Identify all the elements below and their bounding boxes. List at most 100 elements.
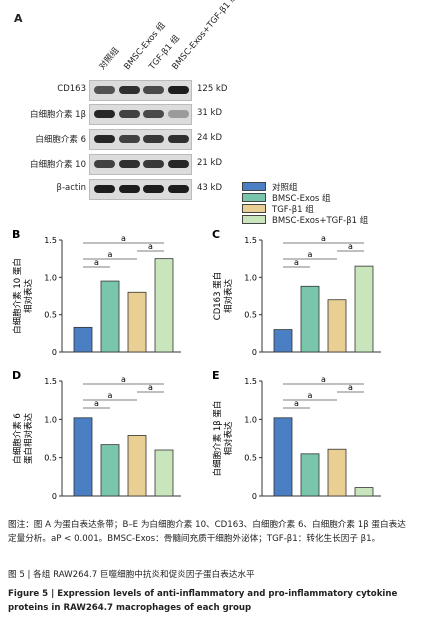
blot-band bbox=[143, 185, 164, 193]
y-tick-label: 0 bbox=[252, 348, 257, 357]
bar bbox=[127, 435, 147, 497]
blot-band bbox=[118, 160, 140, 168]
significance-mark: a bbox=[321, 234, 326, 243]
bar bbox=[100, 444, 120, 497]
blot-band bbox=[94, 135, 115, 143]
legend-swatch bbox=[242, 182, 266, 191]
y-axis-label: 白细胞介素 6 bbox=[12, 413, 23, 464]
y-tick-label: 1.5 bbox=[44, 377, 57, 386]
molecular-weight: 43 kD bbox=[197, 183, 222, 193]
blot-band bbox=[94, 160, 115, 168]
bar bbox=[354, 265, 374, 353]
blot-row bbox=[89, 104, 192, 125]
blot-row bbox=[89, 80, 192, 101]
y-axis-label: 相对表达 bbox=[223, 279, 234, 314]
blot-band bbox=[118, 135, 140, 143]
y-axis-label: 白细胞介素 1β 蛋白 bbox=[212, 401, 223, 477]
bar bbox=[273, 417, 293, 497]
figure-title-cn: 图 5 | 各组 RAW264.7 巨噬细胞中抗炎和促炎因子蛋白表达水平 bbox=[8, 570, 255, 580]
bar bbox=[154, 449, 174, 497]
significance-mark: a bbox=[94, 258, 99, 267]
significance-mark: a bbox=[308, 391, 313, 400]
y-tick-label: 0.5 bbox=[44, 311, 57, 320]
blot-row-label: 白细胞介素 6 bbox=[35, 135, 86, 145]
blot-band bbox=[143, 86, 164, 94]
legend-item: BMSC-Exos 组 bbox=[242, 192, 368, 204]
legend-label: BMSC-Exos+TGF-β1 组 bbox=[272, 215, 369, 226]
bar bbox=[127, 291, 147, 353]
y-axis-label: 相对表达 bbox=[223, 421, 234, 456]
significance-mark: a bbox=[348, 383, 353, 392]
legend-item: TGF-β1 组 bbox=[242, 203, 368, 215]
significance-mark: a bbox=[348, 242, 353, 251]
blot-band bbox=[94, 86, 115, 94]
y-tick-label: 1.0 bbox=[44, 273, 57, 282]
legend: 对照组 BMSC-Exos 组 TGF-β1 组 BMSC-Exos+TGF-β1 组 bbox=[242, 181, 369, 226]
blot-band bbox=[167, 86, 189, 94]
bar bbox=[300, 285, 320, 353]
blot-row-label: CD163 bbox=[57, 84, 86, 94]
figure-caption: 图注：图 A 为蛋白表达条带；B–E 为白细胞介素 10、CD163、白细胞介素… bbox=[8, 520, 406, 544]
panel-a-label: A bbox=[14, 12, 23, 25]
y-axis-label: CD163 蛋白 bbox=[212, 272, 223, 320]
bar bbox=[300, 453, 320, 497]
blot-band bbox=[118, 86, 140, 94]
legend-swatch bbox=[242, 215, 266, 224]
bar bbox=[73, 417, 93, 497]
blot-band bbox=[167, 110, 189, 118]
panel-label: B bbox=[12, 228, 20, 241]
bar bbox=[73, 326, 93, 353]
figure-title-en: Figure 5 | Expression levels of anti-inf… bbox=[8, 589, 398, 613]
blot-row-label: 白细胞介素 10 bbox=[29, 160, 86, 170]
blot-row bbox=[89, 129, 192, 150]
significance-mark: a bbox=[294, 399, 299, 408]
legend-swatch bbox=[242, 193, 266, 202]
blot-band bbox=[143, 160, 164, 168]
panel-label: E bbox=[212, 369, 220, 382]
significance-mark: a bbox=[94, 399, 99, 408]
blot-band bbox=[143, 135, 164, 143]
y-axis-label: 白细胞介素 10 蛋白 bbox=[12, 258, 23, 334]
molecular-weight: 125 kD bbox=[197, 84, 228, 94]
significance-mark: a bbox=[321, 375, 326, 384]
blot-row-label: 白细胞介素 1β bbox=[29, 110, 86, 120]
y-tick-label: 0 bbox=[52, 348, 57, 357]
legend-swatch bbox=[242, 204, 266, 213]
y-axis-label: 蛋白相对表达 bbox=[23, 413, 34, 465]
legend-label: BMSC-Exos 组 bbox=[272, 193, 331, 204]
significance-mark: a bbox=[108, 250, 113, 259]
molecular-weight: 21 kD bbox=[197, 158, 222, 168]
significance-mark: a bbox=[308, 250, 313, 259]
y-tick-label: 0 bbox=[252, 492, 257, 501]
blot-row-label: β-actin bbox=[56, 183, 86, 193]
significance-mark: a bbox=[148, 242, 153, 251]
blot-band bbox=[167, 185, 189, 193]
blot-band bbox=[94, 185, 115, 193]
bar bbox=[273, 329, 293, 353]
y-tick-label: 0.5 bbox=[244, 454, 257, 463]
panel-label: C bbox=[212, 228, 220, 241]
blot-band bbox=[143, 110, 164, 118]
significance-mark: a bbox=[108, 391, 113, 400]
bar bbox=[327, 448, 347, 497]
y-tick-label: 1.0 bbox=[44, 415, 57, 424]
bar bbox=[100, 280, 120, 353]
blot-band bbox=[118, 185, 140, 193]
significance-mark: a bbox=[121, 234, 126, 243]
legend-item: BMSC-Exos+TGF-β1 组 bbox=[242, 214, 369, 226]
blot-row bbox=[89, 154, 192, 175]
molecular-weight: 31 kD bbox=[197, 108, 222, 118]
legend-item: 对照组 bbox=[242, 181, 368, 193]
legend-label: 对照组 bbox=[272, 182, 298, 193]
blot-band bbox=[94, 110, 115, 118]
molecular-weight: 24 kD bbox=[197, 133, 222, 143]
y-tick-label: 1.0 bbox=[244, 273, 257, 282]
blot-band bbox=[167, 135, 189, 143]
bar bbox=[154, 258, 174, 353]
y-tick-label: 1.5 bbox=[244, 236, 257, 245]
y-tick-label: 1.0 bbox=[244, 415, 257, 424]
significance-mark: a bbox=[294, 258, 299, 267]
y-tick-label: 0.5 bbox=[244, 311, 257, 320]
y-tick-label: 1.5 bbox=[44, 236, 57, 245]
